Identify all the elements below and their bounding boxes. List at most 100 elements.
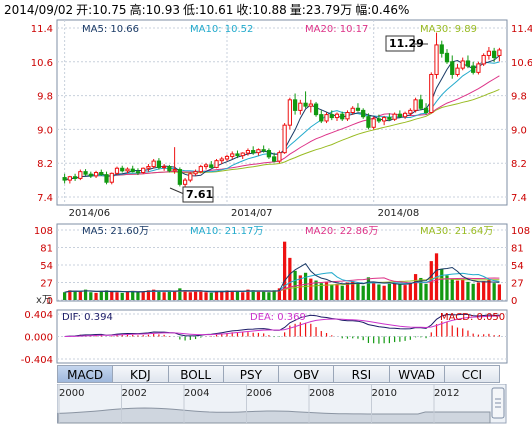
candlestick-series[interactable]	[62, 32, 502, 189]
volume-bar	[288, 257, 292, 300]
candle	[67, 175, 72, 184]
candle-body	[62, 177, 67, 181]
quote-header: 2014/09/02 开:10.75 高:10.93 低:10.61 收:10.88 量:…	[4, 1, 412, 18]
candle-body	[272, 156, 277, 162]
navigator-area	[57, 407, 491, 424]
volume-bar	[282, 241, 287, 300]
volume-bar	[413, 274, 418, 300]
candle-body	[444, 52, 450, 63]
candle	[392, 112, 397, 121]
price-y-tick-right: 11.4	[511, 24, 532, 35]
tab-rsi[interactable]: RSI	[334, 365, 390, 383]
volume-unit-label: x万	[36, 295, 52, 306]
candle	[371, 116, 376, 130]
candle	[172, 147, 177, 174]
volume-bar	[120, 292, 124, 300]
candle	[240, 152, 245, 159]
volume-y-tick-left: 81	[40, 244, 53, 255]
quote-volume: 量:23.79万	[289, 3, 353, 17]
indicator-tabs: MACD KDJ BOLL PSY OBV RSI WVAD CCI	[57, 365, 500, 383]
volume-bar	[319, 283, 323, 300]
price-ma10-legend: MA10: 10.52	[190, 24, 253, 35]
candle	[256, 148, 261, 156]
candle	[235, 150, 240, 159]
tab-psy[interactable]: PSY	[223, 365, 279, 383]
candle	[366, 113, 371, 130]
price-x-axis: 2014/06 2014/07 2014/08	[69, 208, 420, 219]
candle	[340, 111, 345, 121]
quote-change: 幅:0.46%	[355, 3, 410, 17]
candle-body	[334, 113, 340, 119]
high-callout-label: 11.29	[389, 37, 424, 50]
volume-y-tick-left: 0	[47, 296, 53, 307]
tab-kdj[interactable]: KDJ	[113, 365, 169, 383]
candle-body	[471, 65, 476, 73]
volume-bar	[141, 291, 145, 300]
volume-bar	[298, 275, 302, 300]
volume-bar	[372, 281, 376, 300]
volume-bar	[419, 277, 423, 300]
tab-macd[interactable]: MACD	[57, 365, 114, 383]
tab-obv[interactable]: OBV	[279, 365, 335, 383]
price-x-tick: 2014/08	[378, 208, 420, 219]
tab-wvad[interactable]: WVAD	[389, 365, 445, 383]
volume-bar	[309, 278, 313, 300]
candle-body	[455, 67, 460, 75]
navigator-year-label: 2002	[122, 388, 147, 399]
volume-bar	[62, 292, 67, 300]
candle-body	[193, 171, 198, 175]
volume-bar	[440, 268, 444, 300]
candle-body	[413, 99, 418, 111]
volume-bar	[94, 292, 98, 300]
candle-body	[497, 49, 502, 56]
candle	[62, 173, 67, 184]
candle-body	[340, 113, 345, 120]
candle	[72, 173, 78, 181]
scroll-grip-icon[interactable]	[491, 387, 505, 419]
candle	[93, 170, 99, 178]
candle	[282, 123, 287, 154]
macd-dif-legend: DIF: 0.394	[62, 312, 113, 323]
volume-bar	[172, 290, 177, 300]
price-y-tick-left: 11.4	[31, 24, 53, 35]
volume-bar	[131, 290, 135, 300]
volume-bar	[136, 292, 140, 300]
candle-body	[172, 169, 177, 172]
candle	[345, 110, 350, 121]
candle-body	[130, 168, 135, 173]
candle-body	[282, 124, 287, 154]
tab-boll[interactable]: BOLL	[168, 365, 224, 383]
volume-bar	[324, 281, 329, 300]
candle-body	[146, 166, 151, 169]
price-ma20-legend: MA20: 10.17	[305, 24, 368, 35]
volume-y-tick-right: 54	[511, 261, 524, 272]
macd-grid	[57, 313, 507, 360]
candle	[355, 103, 361, 112]
price-ma5-legend: MA5: 10.66	[82, 24, 139, 35]
candle	[455, 63, 460, 77]
volume-bar	[78, 291, 82, 300]
candle-body	[224, 155, 230, 160]
candle	[492, 47, 497, 62]
timeline-navigator[interactable]: 2000 2002 2004 2006 2008 2010 2012	[57, 384, 507, 424]
quote-close: 收:10.88	[236, 3, 287, 17]
candle	[266, 148, 272, 159]
candle-body	[114, 167, 120, 174]
volume-ma20-legend: MA20: 22.86万	[305, 226, 378, 237]
candle-body	[392, 113, 397, 120]
candle	[418, 94, 423, 111]
candle	[397, 110, 402, 118]
candle	[224, 154, 230, 162]
price-y-tick-right: 10.6	[511, 58, 532, 69]
candle	[156, 158, 162, 170]
candle-body	[460, 60, 465, 69]
candle-body	[261, 149, 266, 152]
candle	[130, 165, 135, 173]
candle-body	[355, 107, 361, 111]
volume-moving-averages	[64, 263, 500, 293]
tab-cci[interactable]: CCI	[444, 365, 500, 383]
candle	[334, 112, 340, 121]
candle-body	[188, 173, 193, 181]
candle-body	[177, 169, 182, 185]
